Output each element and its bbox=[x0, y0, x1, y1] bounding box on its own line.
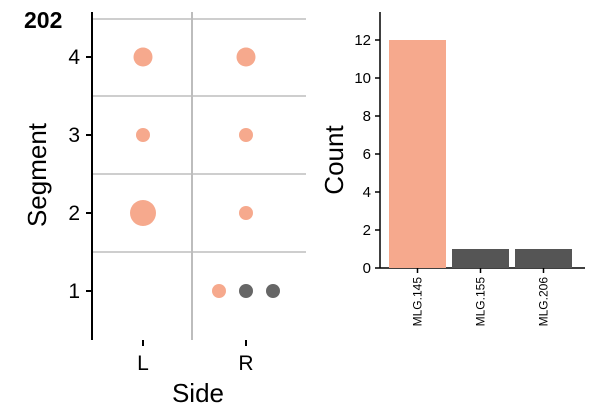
bar-y-tick-label: 6 bbox=[363, 146, 371, 163]
y-tick-label: 4 bbox=[68, 46, 80, 69]
bar-y-tick-label: 2 bbox=[363, 222, 371, 239]
bar bbox=[389, 40, 446, 268]
data-point bbox=[266, 284, 280, 298]
x-tick-label: L bbox=[137, 352, 149, 375]
data-point bbox=[239, 206, 253, 220]
bar-y-tick-label: 12 bbox=[354, 32, 371, 49]
data-point bbox=[236, 47, 256, 67]
plot-grid bbox=[92, 12, 306, 340]
y-tick-label: 1 bbox=[68, 280, 80, 303]
data-point bbox=[212, 284, 226, 298]
data-point bbox=[130, 200, 156, 226]
bar-y-tick-label: 0 bbox=[363, 260, 371, 277]
y-axis-label: Segment bbox=[22, 122, 52, 227]
bar-x-axis-ticks: MLG.145 MLG.155 MLG.206 bbox=[411, 268, 551, 326]
plot-title: 202 bbox=[24, 7, 62, 33]
plot-points bbox=[130, 47, 280, 298]
bar-y-axis-label: Count bbox=[319, 125, 349, 195]
data-point bbox=[239, 128, 253, 142]
bar-x-tick-label: MLG.155 bbox=[474, 277, 488, 327]
bar bbox=[452, 249, 509, 268]
bar-y-tick-label: 8 bbox=[363, 108, 371, 125]
bars bbox=[389, 40, 572, 268]
data-point bbox=[136, 128, 150, 142]
data-point bbox=[133, 47, 153, 67]
bar-x-tick-label: MLG.145 bbox=[411, 277, 425, 327]
x-axis-label: Side bbox=[172, 378, 224, 408]
y-tick-label: 2 bbox=[68, 202, 80, 225]
bar-y-tick-label: 10 bbox=[354, 70, 371, 87]
y-axis-ticks: 1 2 3 4 bbox=[68, 46, 92, 303]
bar-y-tick-label: 4 bbox=[363, 184, 371, 201]
count-bar-chart: 0 2 4 6 8 10 12 MLG.145 MLG.155 MLG.206 Count bbox=[319, 12, 585, 326]
data-point bbox=[239, 284, 253, 298]
bar-y-axis-ticks: 0 2 4 6 8 10 12 bbox=[354, 32, 380, 277]
bar bbox=[515, 249, 572, 268]
x-tick-label: R bbox=[238, 352, 253, 375]
bar-x-tick-label: MLG.206 bbox=[537, 277, 551, 327]
y-tick-label: 3 bbox=[68, 124, 80, 147]
